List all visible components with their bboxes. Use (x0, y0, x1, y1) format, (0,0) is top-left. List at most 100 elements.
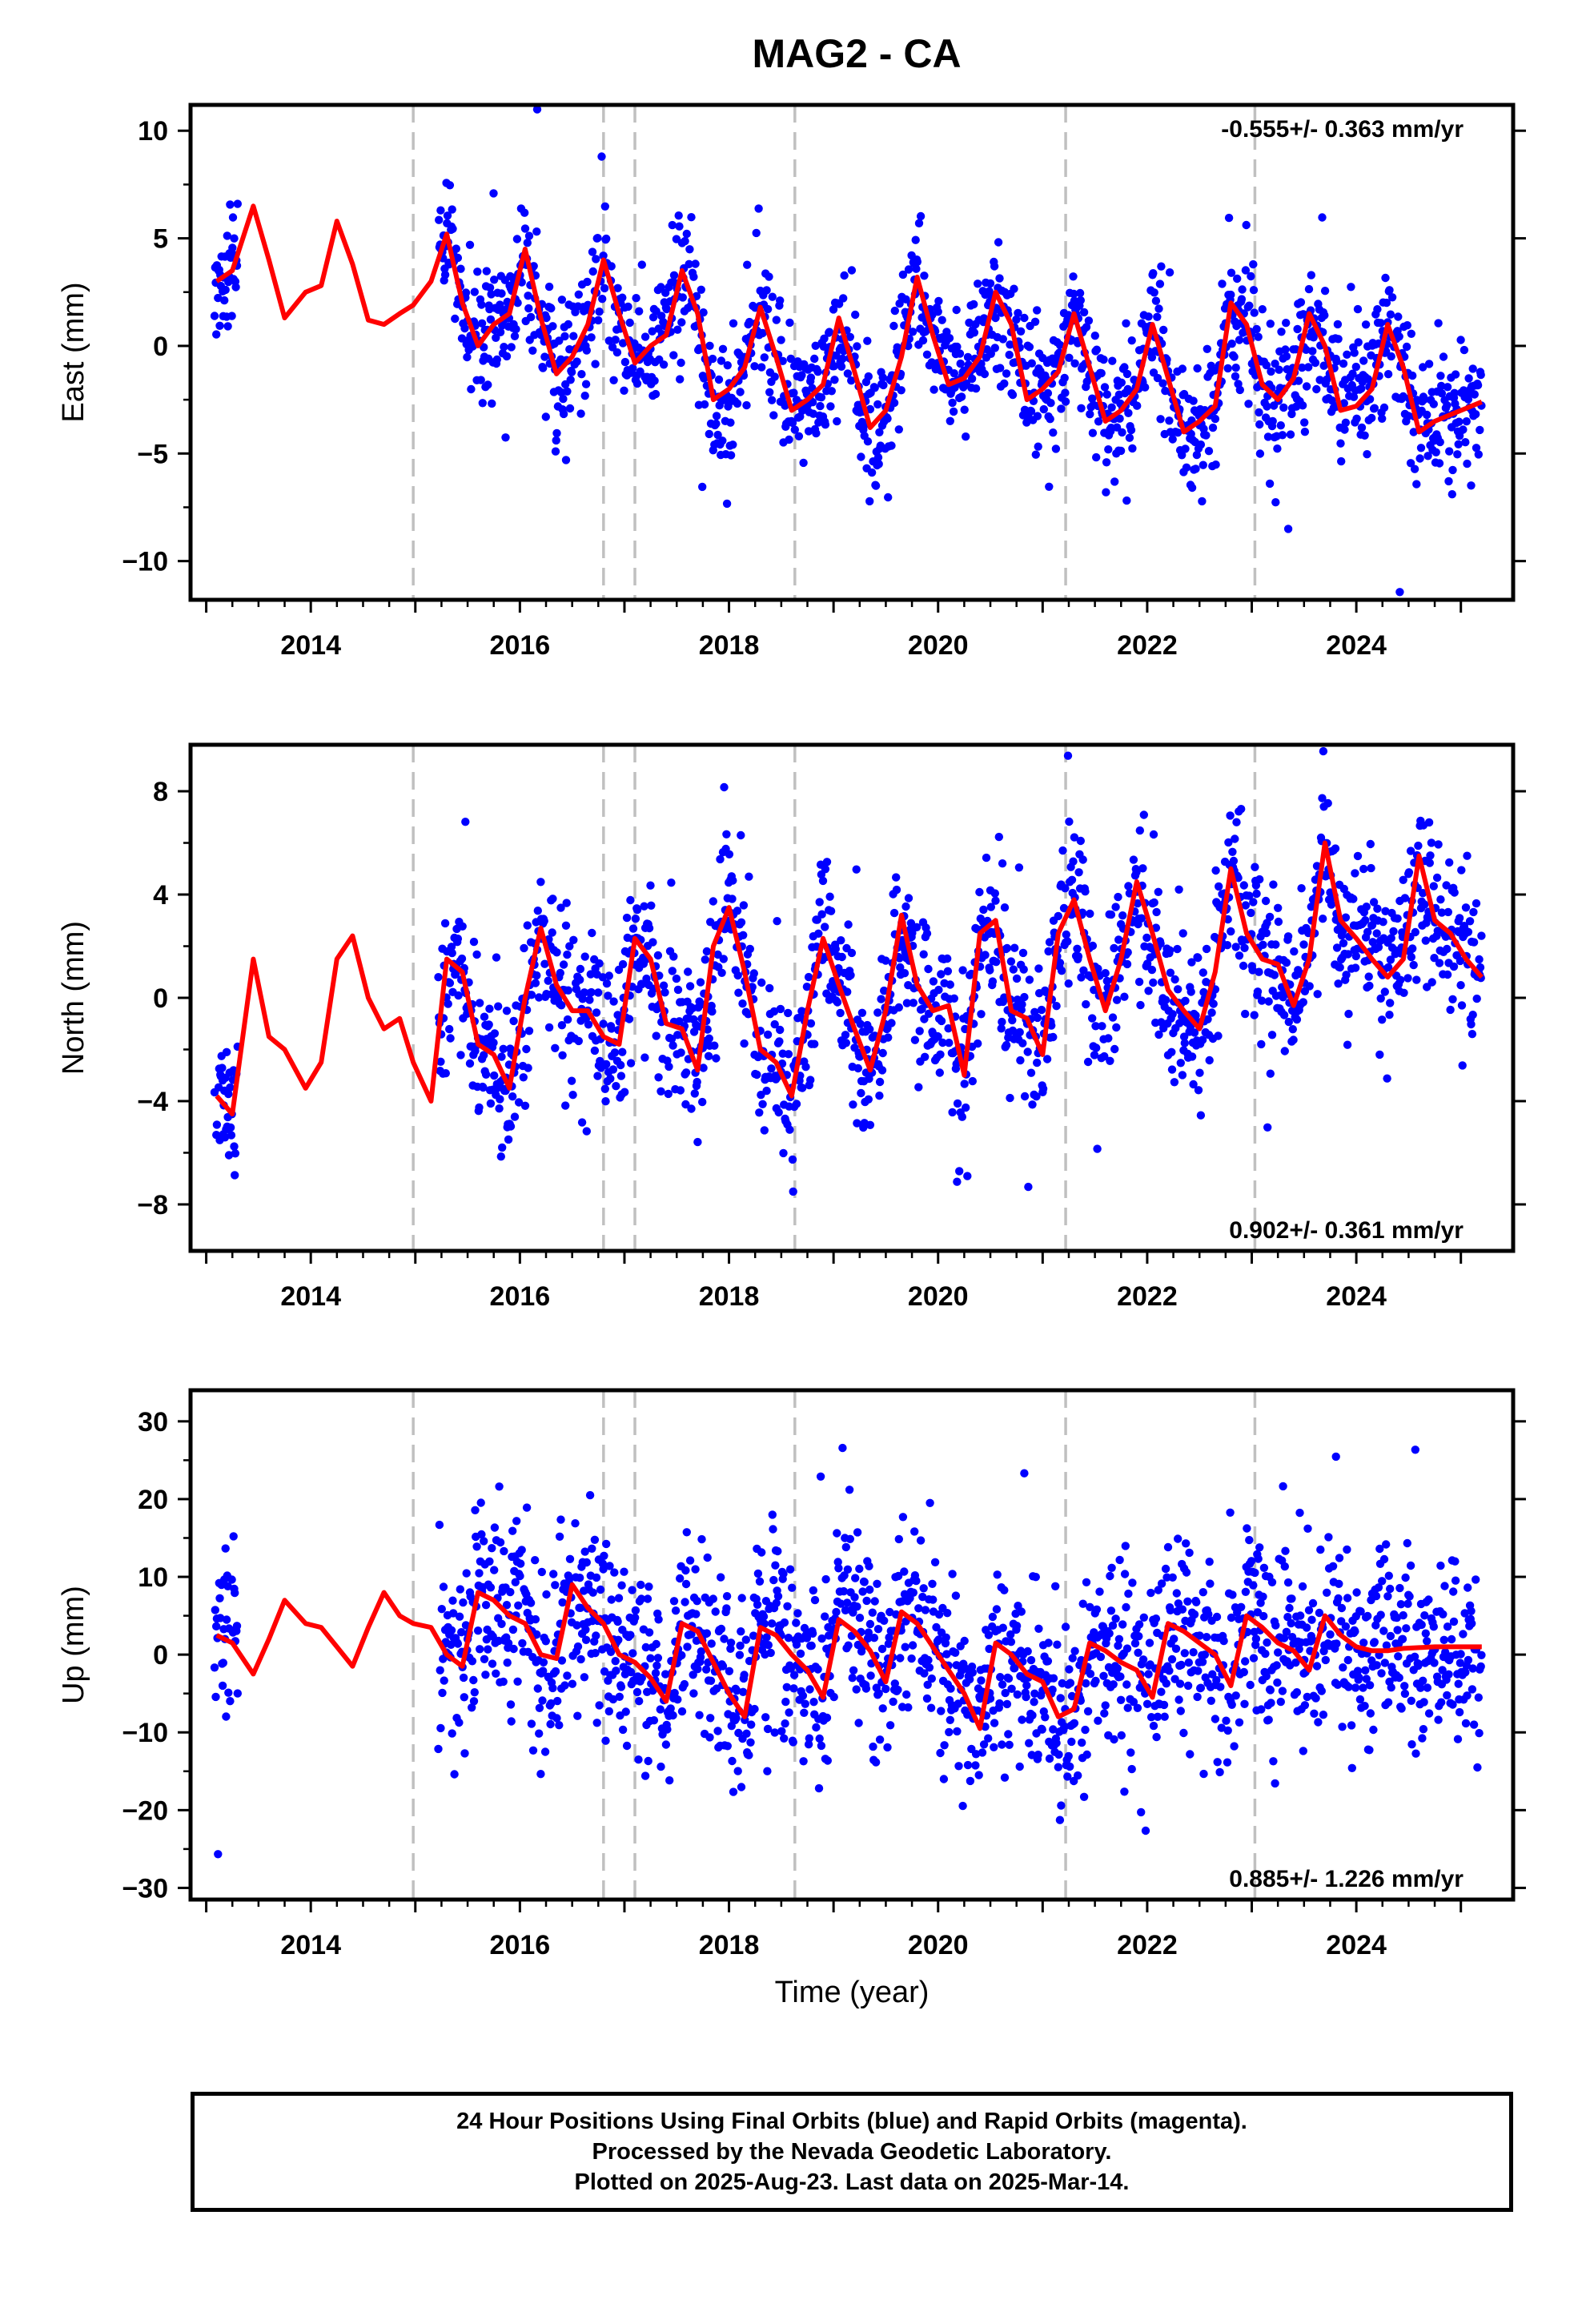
east-data-point (676, 375, 685, 384)
east-data-point (1187, 483, 1197, 493)
east-data-point (465, 240, 475, 249)
east-data-point (1387, 293, 1397, 302)
up-data-point (974, 1771, 983, 1779)
north-data-point (857, 1088, 865, 1098)
east-data-point (1241, 266, 1251, 275)
up-data-point (796, 1649, 805, 1659)
north-data-point (1023, 1047, 1032, 1056)
up-data-point (954, 1762, 963, 1771)
north-data-point (789, 1187, 797, 1196)
up-data-point (618, 1725, 628, 1735)
east-data-point (500, 343, 508, 352)
north-data-point (1343, 1040, 1352, 1049)
east-data-point (1006, 340, 1014, 349)
up-data-point (1386, 1631, 1395, 1641)
north-data-point (960, 1080, 969, 1088)
up-data-point (1363, 1611, 1372, 1621)
north-data-point (480, 1012, 489, 1021)
north-data-point (1073, 944, 1082, 954)
up-data-point (992, 1605, 1002, 1614)
north-data-point (1067, 875, 1077, 885)
up-data-point (1121, 1542, 1130, 1550)
up-data-point (878, 1704, 887, 1713)
north-data-point (631, 915, 640, 923)
north-data-point (784, 1050, 793, 1059)
east-data-point (957, 392, 966, 401)
east-data-point (1443, 400, 1452, 410)
east-data-point (1218, 279, 1227, 288)
east-data-point (908, 328, 917, 336)
up-data-point (1066, 1762, 1074, 1771)
north-data-point (677, 1048, 685, 1057)
north-data-point (499, 1044, 508, 1054)
up-data-point (1176, 1707, 1186, 1715)
north-data-point (578, 995, 587, 1003)
up-data-point (843, 1565, 853, 1574)
up-data-point (1070, 1719, 1079, 1727)
east-data-point (1149, 269, 1158, 278)
east-data-point (938, 316, 946, 324)
east-data-point (1235, 385, 1245, 395)
north-data-point (1044, 947, 1053, 956)
up-data-point (1339, 1663, 1347, 1672)
up-data-point (789, 1671, 799, 1679)
north-y-tick-label: −4 (137, 1087, 168, 1117)
up-data-point (486, 1583, 496, 1592)
up-data-point (581, 1635, 591, 1644)
up-data-point (514, 1601, 523, 1610)
up-data-point (934, 1610, 944, 1619)
north-data-point (837, 952, 846, 962)
up-data-point (455, 1718, 464, 1727)
east-data-point (1435, 437, 1444, 447)
up-data-point (1116, 1695, 1126, 1704)
up-data-point (1228, 1590, 1237, 1599)
east-data-point (1122, 369, 1132, 379)
north-data-point (506, 1122, 516, 1131)
up-data-point (1091, 1676, 1100, 1686)
east-data-point (669, 351, 678, 360)
north-data-point (514, 1098, 524, 1107)
up-data-point (538, 1696, 547, 1705)
north-data-point (934, 1032, 942, 1041)
up-data-point (1129, 1698, 1138, 1707)
north-data-point (702, 947, 712, 956)
east-data-point (576, 409, 585, 418)
north-data-point (814, 929, 823, 939)
north-data-point (659, 981, 669, 990)
up-data-point (1081, 1725, 1090, 1735)
north-data-point (712, 1054, 721, 1063)
north-data-point (991, 896, 1000, 905)
up-data-point (745, 1751, 753, 1759)
east-data-point (847, 266, 857, 275)
east-data-point (460, 324, 469, 333)
up-data-point (1406, 1561, 1415, 1570)
east-data-point (1191, 464, 1200, 473)
up-data-point (945, 1727, 954, 1737)
east-data-point (914, 219, 924, 227)
east-data-point (713, 430, 722, 440)
north-data-point (865, 1120, 875, 1130)
up-data-point (599, 1565, 608, 1574)
up-data-point (841, 1542, 851, 1552)
east-data-point (1104, 445, 1113, 454)
east-data-point (788, 418, 797, 428)
up-data-point (1267, 1699, 1275, 1707)
east-data-point (600, 283, 609, 293)
north-data-point (1199, 968, 1208, 977)
east-data-point (587, 333, 596, 342)
up-data-point (726, 1644, 735, 1653)
north-data-point (1228, 847, 1237, 857)
east-data-point (723, 361, 732, 370)
east-data-point (752, 228, 761, 238)
north-data-point (1112, 995, 1122, 1004)
east-data-point (763, 304, 773, 314)
up-data-point (1099, 1671, 1108, 1680)
up-data-point (459, 1673, 468, 1683)
north-plot-frame (188, 742, 1516, 1253)
east-data-point (1349, 392, 1359, 401)
up-data-point (488, 1659, 497, 1668)
up-data-point (732, 1714, 741, 1723)
north-data-point (557, 1001, 566, 1010)
east-data-point (817, 393, 826, 402)
east-data-point (487, 290, 496, 299)
